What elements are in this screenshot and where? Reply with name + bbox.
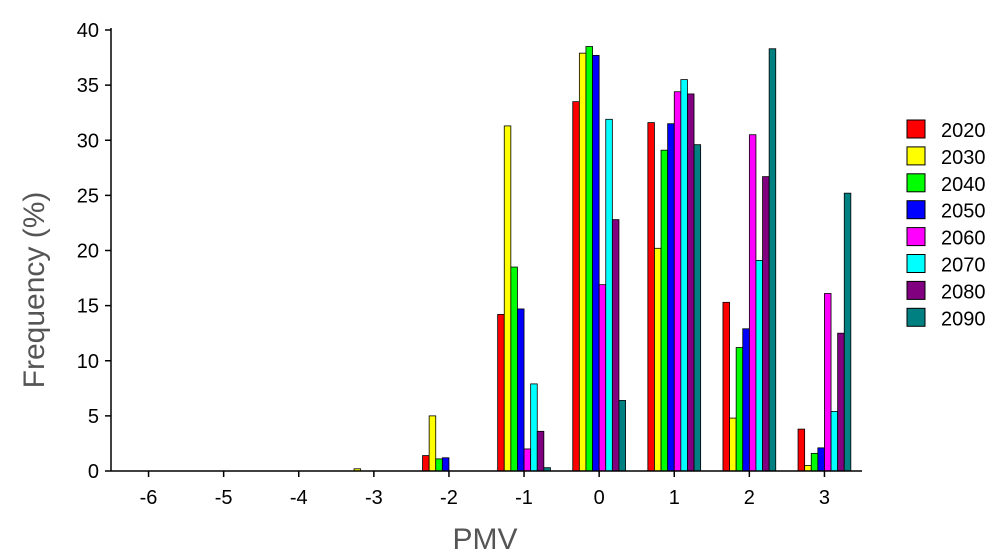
bar-2020-pmv-2 — [722, 301, 730, 472]
bar-2080-pmv-1 — [687, 93, 695, 472]
bar-2080-pmv-0 — [611, 219, 620, 472]
legend: 2020 2030 2040 2050 2060 2070 2080 2090 — [906, 119, 986, 330]
y-tick-label: 15 — [77, 296, 99, 318]
bar-2090-pmv-0 — [618, 400, 626, 472]
bar-2030-pmv--1 — [503, 125, 512, 472]
bar-2060-pmv-3 — [824, 293, 832, 472]
bar-2020-pmv--2 — [422, 455, 430, 472]
legend-swatch-2020 — [906, 119, 926, 139]
bars-group — [353, 46, 852, 472]
legend-label-2060: 2060 — [941, 228, 986, 250]
bar-2030-pmv-1 — [654, 247, 662, 472]
legend-label-2030: 2030 — [941, 147, 986, 169]
legend-swatch-2030 — [906, 146, 926, 166]
y-tick-label: 0 — [88, 461, 99, 483]
legend-label-2090: 2090 — [941, 308, 986, 330]
bar-2030-pmv--2 — [428, 415, 437, 472]
bar-2070-pmv-1 — [680, 79, 688, 472]
y-ticks: 0 5 10 15 20 25 30 35 40 — [77, 20, 111, 483]
legend-label-2080: 2080 — [941, 281, 986, 303]
x-tick-label: 2 — [744, 487, 755, 509]
bar-2060-pmv-0 — [598, 284, 607, 472]
x-tick-label: 0 — [594, 487, 605, 509]
bar-2020-pmv-1 — [647, 122, 655, 472]
bar-2040-pmv-1 — [660, 149, 669, 472]
bar-2050-pmv-1 — [667, 123, 675, 472]
bar-2050-pmv-2 — [742, 328, 750, 472]
bar-2070-pmv-0 — [605, 118, 613, 472]
bar-2020-pmv-3 — [797, 428, 806, 472]
bar-2030-pmv-0 — [578, 52, 587, 472]
bar-2030-pmv-2 — [729, 417, 737, 472]
bar-2040-pmv-0 — [585, 46, 593, 472]
bar-2060-pmv-2 — [748, 134, 757, 472]
x-tick-label: -5 — [215, 487, 233, 509]
bar-2090-pmv-1 — [693, 144, 702, 472]
bar-2020-pmv-0 — [572, 101, 580, 472]
x-tick-label: -1 — [515, 487, 533, 509]
bar-2040-pmv-2 — [735, 347, 744, 472]
x-tick-label: -4 — [290, 487, 308, 509]
bar-2080-pmv--1 — [536, 430, 545, 472]
y-tick-label: 5 — [88, 406, 99, 428]
legend-swatch-2080 — [906, 280, 926, 300]
y-tick-label: 40 — [77, 20, 99, 42]
y-tick-label: 10 — [77, 351, 99, 373]
bar-2060-pmv--1 — [523, 448, 532, 472]
bar-2080-pmv-3 — [837, 332, 845, 472]
bar-2040-pmv--1 — [510, 266, 518, 472]
legend-swatch-2040 — [906, 173, 926, 193]
x-tick-label: -3 — [365, 487, 383, 509]
bar-2030-pmv-3 — [804, 465, 812, 472]
bar-2050-pmv-3 — [817, 447, 825, 472]
bar-2070-pmv-2 — [755, 260, 763, 472]
y-tick-label: 35 — [77, 75, 99, 97]
bar-2050-pmv--2 — [441, 457, 450, 472]
bar-2070-pmv-3 — [830, 411, 839, 472]
legend-swatch-2060 — [906, 227, 926, 247]
legend-label-2040: 2040 — [941, 174, 986, 196]
x-tick-label: -6 — [140, 487, 158, 509]
bar-2020-pmv--1 — [497, 314, 505, 472]
legend-label-2070: 2070 — [941, 255, 986, 277]
legend-swatch-2070 — [906, 254, 926, 273]
y-tick-label: 30 — [77, 130, 99, 152]
bar-2070-pmv--1 — [530, 383, 538, 472]
x-tick-label: -2 — [440, 487, 458, 509]
y-tick-label: 20 — [77, 241, 99, 263]
bar-2050-pmv-0 — [592, 54, 600, 472]
y-axis-title: Frequency (%) — [18, 192, 51, 389]
bar-2090-pmv-3 — [843, 192, 852, 472]
bar-2040-pmv--2 — [435, 458, 443, 472]
bar-2080-pmv-2 — [762, 176, 770, 472]
bar-2090-pmv-2 — [768, 48, 777, 472]
bar-2060-pmv-1 — [673, 91, 682, 472]
legend-swatch-2090 — [906, 307, 926, 327]
x-tick-label: 3 — [819, 487, 830, 509]
legend-swatch-2050 — [906, 200, 926, 220]
bar-2050-pmv--1 — [517, 308, 525, 472]
x-tick-label: 1 — [669, 487, 680, 509]
x-axis-title: PMV — [452, 523, 517, 556]
legend-label-2050: 2050 — [941, 201, 986, 223]
x-ticks: -6 -5 -4 -3 -2 -1 0 1 2 3 — [140, 471, 830, 509]
legend-label-2020: 2020 — [941, 120, 986, 142]
y-tick-label: 25 — [77, 185, 99, 207]
bar-2040-pmv-3 — [810, 452, 819, 472]
